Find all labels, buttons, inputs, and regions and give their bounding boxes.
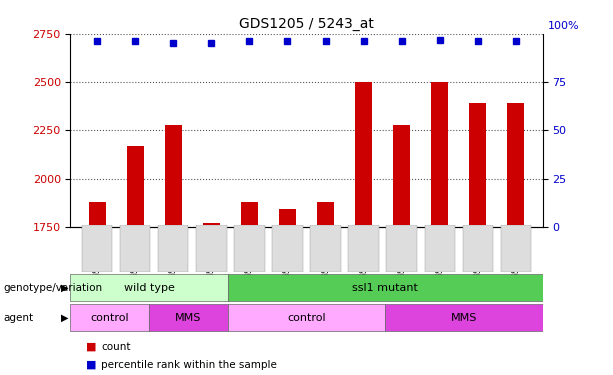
Text: MMS: MMS: [451, 313, 477, 323]
Bar: [393, 124, 410, 227]
Bar: [88, 202, 105, 227]
Text: count: count: [101, 342, 131, 352]
Text: wild type: wild type: [124, 283, 175, 293]
Bar: [355, 82, 372, 227]
Text: percentile rank within the sample: percentile rank within the sample: [101, 360, 277, 369]
Bar: [508, 103, 525, 227]
Title: GDS1205 / 5243_at: GDS1205 / 5243_at: [239, 17, 374, 32]
FancyBboxPatch shape: [386, 225, 417, 272]
Text: 100%: 100%: [548, 21, 580, 31]
Text: ■: ■: [86, 342, 96, 352]
FancyBboxPatch shape: [425, 225, 455, 272]
Bar: [317, 202, 334, 227]
Text: ▶: ▶: [61, 283, 68, 292]
FancyBboxPatch shape: [158, 225, 189, 272]
Text: genotype/variation: genotype/variation: [3, 283, 102, 292]
FancyBboxPatch shape: [310, 225, 341, 272]
FancyBboxPatch shape: [120, 225, 150, 272]
FancyBboxPatch shape: [228, 304, 385, 332]
Text: MMS: MMS: [175, 313, 202, 323]
FancyBboxPatch shape: [234, 225, 265, 272]
Bar: [431, 82, 448, 227]
FancyBboxPatch shape: [228, 274, 543, 302]
FancyBboxPatch shape: [348, 225, 379, 272]
FancyBboxPatch shape: [82, 225, 112, 272]
FancyBboxPatch shape: [463, 225, 493, 272]
Text: control: control: [287, 313, 326, 323]
FancyBboxPatch shape: [385, 304, 543, 332]
Bar: [203, 223, 220, 227]
Bar: [279, 210, 296, 227]
Text: control: control: [91, 313, 129, 323]
Text: ■: ■: [86, 360, 96, 369]
Bar: [127, 146, 144, 227]
FancyBboxPatch shape: [70, 274, 228, 302]
Bar: [469, 103, 486, 227]
Text: ssl1 mutant: ssl1 mutant: [352, 283, 418, 293]
FancyBboxPatch shape: [501, 225, 531, 272]
Text: agent: agent: [3, 313, 33, 322]
Text: ▶: ▶: [61, 313, 68, 322]
FancyBboxPatch shape: [196, 225, 227, 272]
FancyBboxPatch shape: [149, 304, 228, 332]
FancyBboxPatch shape: [70, 304, 149, 332]
Bar: [241, 202, 258, 227]
FancyBboxPatch shape: [272, 225, 303, 272]
Bar: [165, 124, 182, 227]
